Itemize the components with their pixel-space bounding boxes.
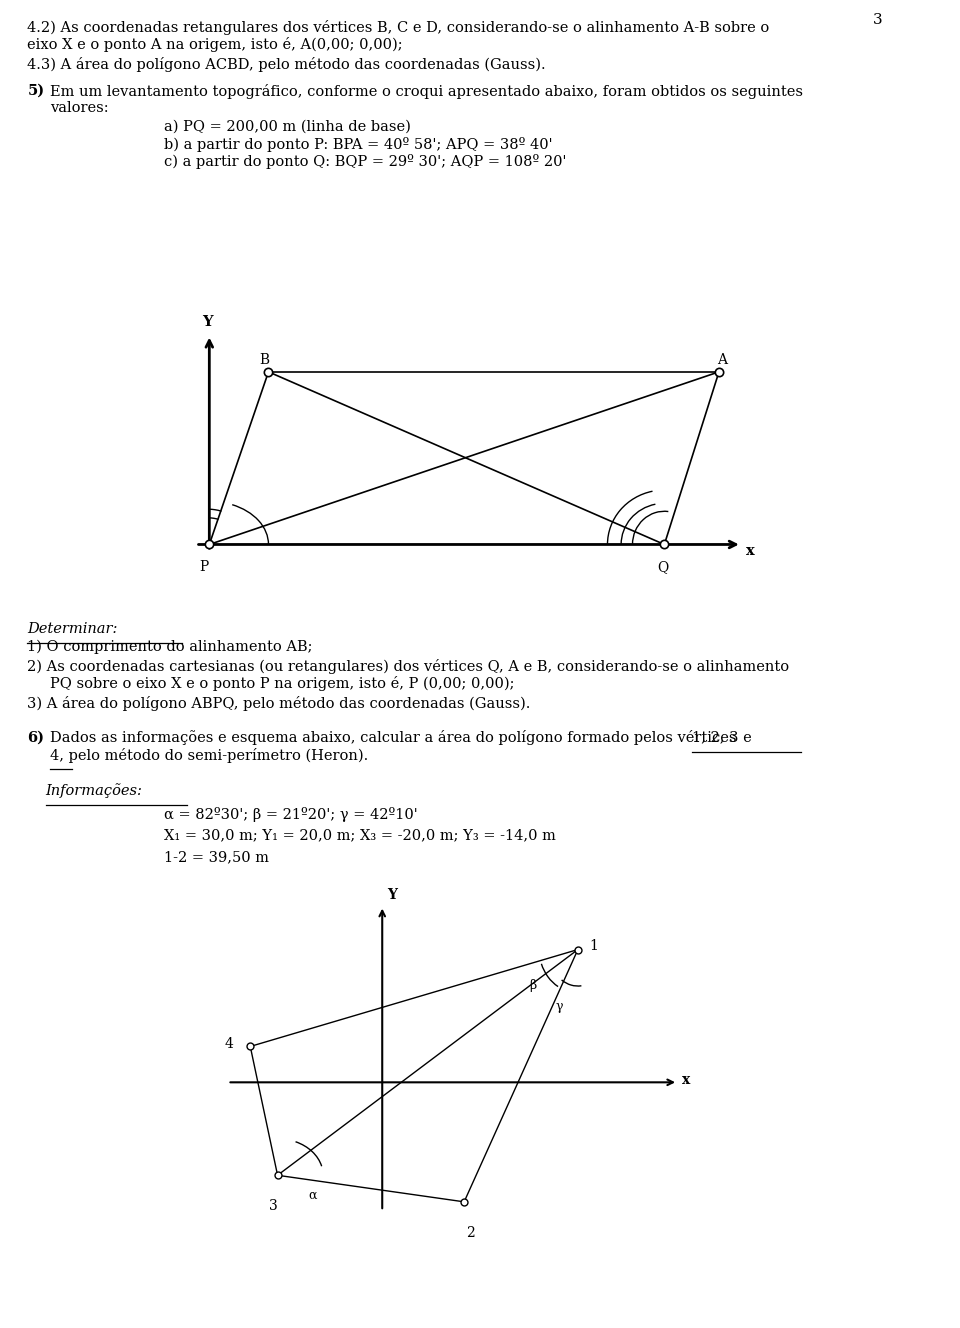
Text: 1-2 = 39,50 m: 1-2 = 39,50 m	[164, 850, 269, 865]
Text: x: x	[746, 544, 755, 558]
Text: 4: 4	[225, 1037, 234, 1050]
Text: 2) As coordenadas cartesianas (ou retangulares) dos vértices Q, A e B, considera: 2) As coordenadas cartesianas (ou retang…	[27, 659, 789, 673]
Text: X₁ = 30,0 m; Y₁ = 20,0 m; X₃ = -20,0 m; Y₃ = -14,0 m: X₁ = 30,0 m; Y₁ = 20,0 m; X₃ = -20,0 m; …	[164, 829, 556, 843]
Text: A: A	[717, 352, 727, 367]
Text: Dados as informações e esquema abaixo, calcular a área do polígono formado pelos: Dados as informações e esquema abaixo, c…	[50, 730, 736, 745]
Text: a) PQ = 200,00 m (linha de base): a) PQ = 200,00 m (linha de base)	[164, 120, 411, 134]
Text: 4.2) As coordenadas retangulares dos vértices B, C e D, considerando-se o alinha: 4.2) As coordenadas retangulares dos vér…	[27, 20, 770, 35]
Text: eixo X e o ponto A na origem, isto é, A(0,00; 0,00);: eixo X e o ponto A na origem, isto é, A(…	[27, 37, 403, 52]
Text: Q: Q	[657, 560, 668, 575]
Text: 6): 6)	[27, 730, 44, 745]
Text: β: β	[529, 979, 536, 992]
Text: 5): 5)	[27, 84, 44, 98]
Text: 4.3) A área do polígono ACBD, pelo método das coordenadas (Gauss).: 4.3) A área do polígono ACBD, pelo métod…	[27, 57, 546, 72]
Text: Informações:: Informações:	[45, 784, 142, 798]
Text: Y: Y	[203, 315, 213, 329]
Text: valores:: valores:	[50, 101, 108, 116]
Text: c) a partir do ponto Q: BQP = 29º 30'; AQP = 108º 20': c) a partir do ponto Q: BQP = 29º 30'; A…	[164, 154, 566, 169]
Text: 3: 3	[269, 1199, 277, 1214]
Text: γ: γ	[556, 1000, 564, 1013]
Text: α = 82º30'; β = 21º20'; γ = 42º10': α = 82º30'; β = 21º20'; γ = 42º10'	[164, 807, 418, 822]
Text: 4, pelo método do semi-perímetro (Heron).: 4, pelo método do semi-perímetro (Heron)…	[50, 748, 369, 762]
Text: P: P	[200, 560, 208, 575]
Text: Determinar:: Determinar:	[27, 622, 118, 636]
Text: 2: 2	[467, 1226, 475, 1240]
Text: α: α	[308, 1189, 317, 1202]
Text: 1: 1	[589, 939, 599, 952]
Text: 1, 2, 3 e: 1, 2, 3 e	[691, 730, 752, 745]
Text: B: B	[259, 352, 269, 367]
Text: Em um levantamento topográfico, conforme o croqui apresentado abaixo, foram obti: Em um levantamento topográfico, conforme…	[50, 84, 804, 98]
Text: b) a partir do ponto P: BPA = 40º 58'; APQ = 38º 40': b) a partir do ponto P: BPA = 40º 58'; A…	[164, 137, 552, 151]
Text: 3) A área do polígono ABPQ, pelo método das coordenadas (Gauss).: 3) A área do polígono ABPQ, pelo método …	[27, 696, 531, 710]
Text: x: x	[682, 1073, 690, 1086]
Text: Y: Y	[387, 887, 396, 902]
Text: 1) O comprimento do alinhamento AB;: 1) O comprimento do alinhamento AB;	[27, 640, 313, 655]
Text: 3: 3	[874, 13, 883, 28]
Text: PQ sobre o eixo X e o ponto P na origem, isto é, P (0,00; 0,00);: PQ sobre o eixo X e o ponto P na origem,…	[50, 676, 515, 691]
